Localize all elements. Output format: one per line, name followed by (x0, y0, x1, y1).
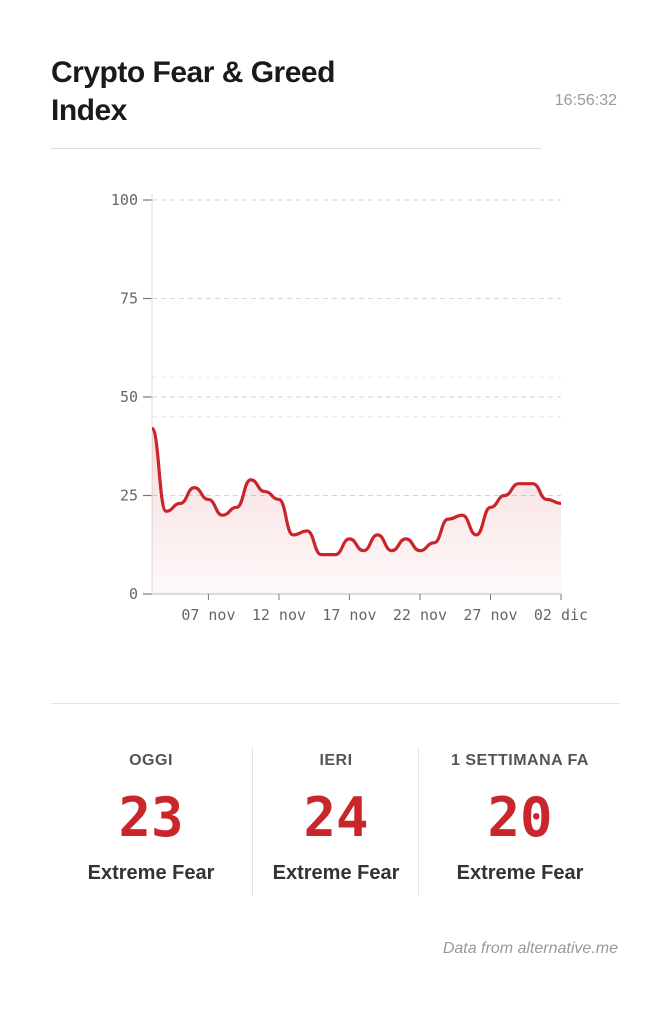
series-line (150, 426, 562, 557)
stat-label: 1 SETTIMANA FA (451, 752, 589, 769)
stat-today: OGGI 23 Extreme Fear (50, 748, 252, 896)
x-tick-label: 27 nov (463, 606, 517, 624)
x-tick-label: 17 nov (322, 606, 376, 624)
stat-value: 24 (303, 786, 369, 849)
stat-week-ago: 1 SETTIMANA FA 20 Extreme Fear (418, 748, 621, 896)
area-fill (152, 428, 561, 594)
stat-classification: Extreme Fear (456, 862, 584, 884)
stat-value: 20 (487, 786, 553, 849)
divider (51, 148, 541, 149)
stat-yesterday: IERI 24 Extreme Fear (252, 748, 419, 896)
divider (51, 703, 620, 704)
y-tick-label: 0 (129, 585, 138, 603)
x-tick-label: 02 dic (534, 606, 588, 624)
y-tick-label: 50 (120, 388, 138, 406)
x-tick-label: 22 nov (393, 606, 447, 624)
x-tick-label: 07 nov (181, 606, 235, 624)
stat-label: OGGI (129, 752, 173, 769)
y-tick-label: 75 (120, 290, 138, 308)
data-source: Data from alternative.me (442, 940, 618, 957)
y-tick-label: 100 (111, 191, 138, 209)
x-tick-label: 12 nov (252, 606, 306, 624)
stat-classification: Extreme Fear (272, 862, 400, 884)
page-title: Crypto Fear & Greed Index (51, 56, 335, 127)
timestamp: 16:56:32 (554, 92, 617, 109)
fear-greed-chart: 0 25 50 75 100 07 nov 12 nov 17 nov 22 nov 27 nov… (111, 191, 588, 624)
stat-classification: Extreme Fear (87, 862, 215, 884)
y-tick-label: 25 (120, 487, 138, 505)
stat-value: 23 (118, 786, 184, 849)
stat-label: IERI (319, 752, 353, 769)
